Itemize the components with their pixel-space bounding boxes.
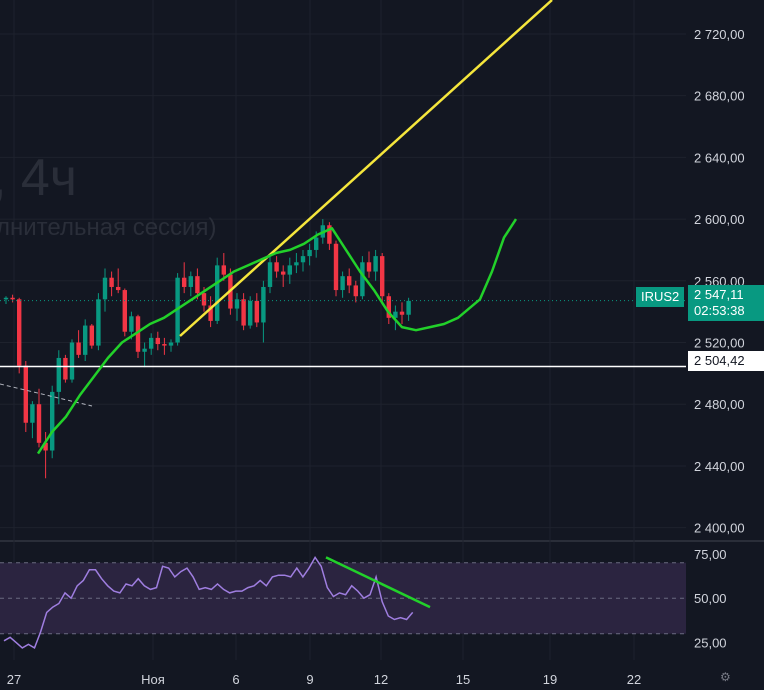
time-tick-label: 27 (7, 672, 21, 687)
time-tick-label: 19 (543, 672, 557, 687)
candle-body (142, 348, 147, 352)
rsi-axis[interactable]: 75,00 50,00 25,00 (694, 547, 727, 651)
candle-body (3, 297, 9, 300)
candle-body (215, 265, 220, 321)
current-price-tag: 2 547,11 02:53:38 (688, 285, 764, 321)
candle-body (386, 296, 391, 318)
rsi-tick-label: 25,00 (694, 636, 727, 651)
price-tick-label: 2 520,00 (694, 336, 745, 351)
time-tick-label: 22 (627, 672, 641, 687)
candle-body (393, 311, 398, 318)
candle-body (63, 357, 68, 380)
candle-body (56, 357, 61, 392)
bar-countdown: 02:53:38 (694, 303, 745, 318)
candle-body (10, 297, 15, 300)
symbol-label: IRUS2 (636, 287, 685, 307)
candle-body (353, 285, 358, 297)
candle-body (50, 391, 55, 451)
candle-body (102, 277, 108, 300)
time-tick-label: 12 (374, 672, 388, 687)
candle-body (347, 276, 352, 286)
candle-body (281, 271, 286, 275)
candle-body (43, 442, 48, 451)
candle-body (300, 256, 306, 263)
rsi-series (3, 555, 431, 649)
candle-body (254, 300, 259, 323)
candle-body (307, 249, 312, 257)
time-tick-label: 6 (232, 672, 239, 687)
candle-body (89, 325, 94, 346)
candle-body (168, 342, 174, 346)
candle-body (195, 276, 200, 294)
candle-body (241, 299, 246, 326)
candle-body (76, 342, 81, 355)
grid-lines (0, 0, 764, 660)
drawing-overlays (0, 0, 686, 455)
candle-body (83, 325, 88, 355)
candle-body (373, 256, 378, 272)
candle-body (188, 276, 193, 287)
candle-body (314, 237, 319, 250)
candle-body (261, 286, 266, 323)
time-axis[interactable]: 27 Ноя 6 9 12 15 19 22 (7, 672, 641, 687)
price-tick-label: 2 440,00 (694, 459, 745, 474)
candle-body (135, 316, 141, 352)
time-tick-label: 15 (456, 672, 470, 687)
candle-body (287, 265, 292, 275)
candle-body (201, 293, 207, 306)
rsi-divergence-line (325, 556, 431, 609)
candle-body (109, 277, 114, 287)
price-tick-label: 2 600,00 (694, 212, 745, 227)
candle-body (149, 337, 154, 349)
candle-body (399, 311, 405, 315)
candle-body (30, 404, 35, 423)
price-tick-label: 2 720,00 (694, 27, 745, 42)
candle-body (129, 316, 134, 332)
candle-body (340, 276, 345, 291)
horizontal-level-tag: 2 504,42 (688, 351, 764, 371)
price-tick-label: 2 680,00 (694, 89, 745, 104)
candle-body (17, 299, 22, 366)
candle-body (327, 225, 332, 244)
candle-body (155, 337, 160, 345)
candle-body (36, 404, 42, 443)
rsi-line (3, 555, 414, 649)
candle-body (96, 299, 101, 346)
rsi-band (0, 562, 686, 635)
candle-body (182, 277, 187, 287)
current-price-value: 2 547,11 (694, 287, 744, 302)
price-tick-label: 2 480,00 (694, 397, 745, 412)
candle-body (248, 300, 253, 326)
candle-body (267, 262, 273, 287)
settings-icon[interactable]: ⚙ (720, 670, 731, 684)
price-axis[interactable]: 2 720,002 680,002 640,002 600,002 560,00… (694, 27, 745, 536)
candle-body (23, 365, 28, 423)
candle-body (406, 300, 411, 315)
moving-average-line (36, 218, 518, 455)
price-tick-label: 2 400,00 (694, 521, 745, 536)
rsi-tick-label: 75,00 (694, 547, 727, 562)
rsi-tick-label: 50,00 (694, 591, 727, 606)
price-tick-label: 2 640,00 (694, 150, 745, 165)
candle-body (234, 299, 240, 309)
time-tick-label: Ноя (141, 672, 165, 687)
rsi-background-band (0, 562, 686, 634)
candle-body (333, 243, 339, 291)
candle-body (162, 344, 167, 346)
candle-body (380, 256, 385, 297)
candle-body (366, 262, 372, 272)
candle-body (360, 262, 365, 297)
candle-body (208, 305, 213, 321)
candle-body (221, 265, 226, 275)
candle-body (116, 286, 121, 291)
candle-body (69, 342, 75, 380)
time-tick-label: 9 (306, 672, 313, 687)
candlestick-series (3, 219, 411, 479)
candle-body (122, 290, 127, 332)
candle-body (294, 262, 299, 266)
yellow-trend-line (179, 0, 553, 337)
candle-body (274, 262, 279, 272)
